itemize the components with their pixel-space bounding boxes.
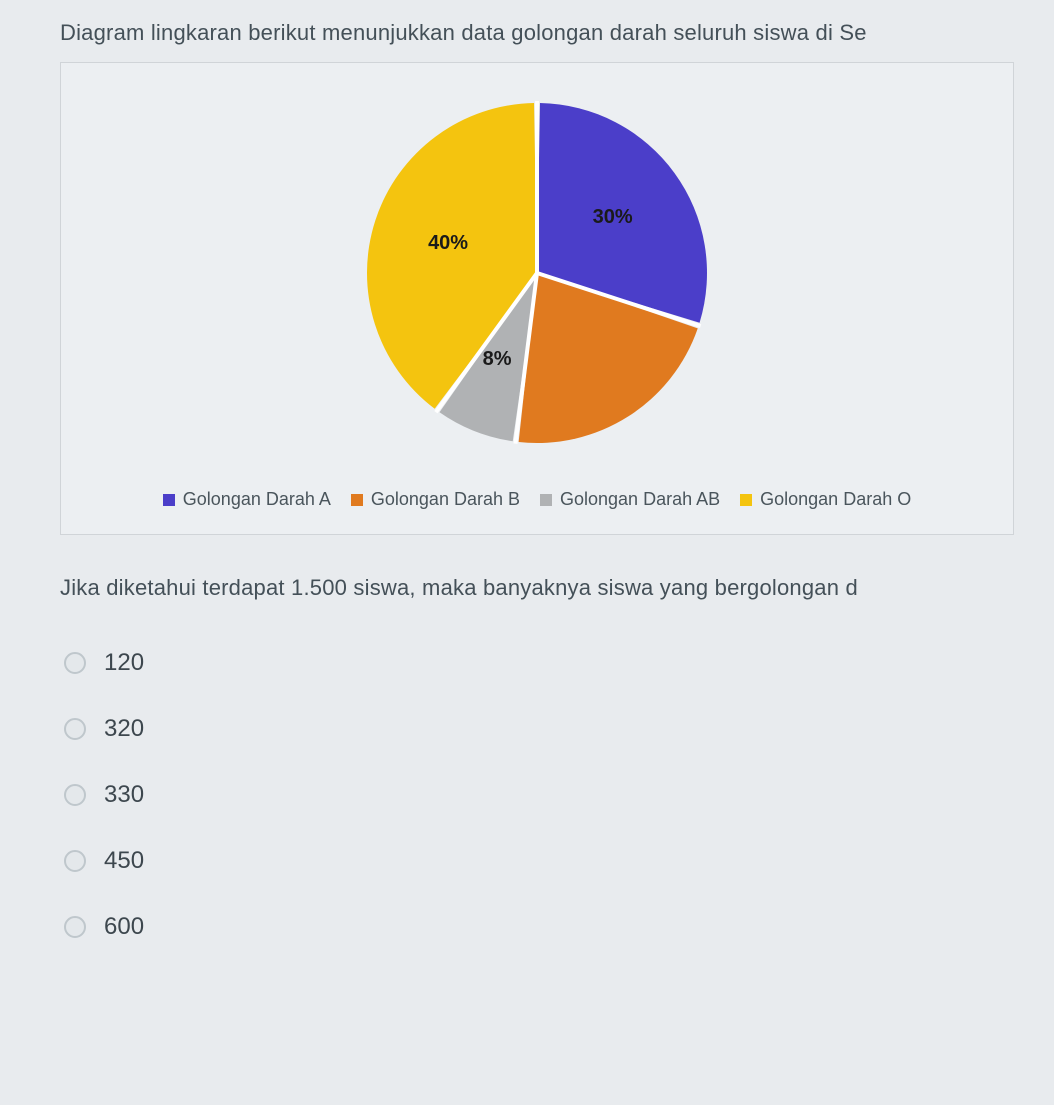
legend-label-O: Golongan Darah O	[760, 489, 911, 510]
legend-item-AB: Golongan Darah AB	[540, 489, 720, 510]
radio-icon[interactable]	[64, 718, 86, 740]
legend-swatch-A	[163, 494, 175, 506]
answer-option-1[interactable]: 320	[64, 715, 1014, 743]
answer-option-4[interactable]: 600	[64, 913, 1014, 941]
answer-option-label: 120	[104, 649, 144, 677]
answer-option-label: 330	[104, 781, 144, 809]
question-text: Diagram lingkaran berikut menunjukkan da…	[60, 20, 1014, 46]
legend-swatch-O	[740, 494, 752, 506]
answer-options: 120 320 330 450 600	[64, 649, 1014, 941]
pie-label-O: 40%	[428, 232, 468, 255]
legend-item-O: Golongan Darah O	[740, 489, 911, 510]
pie-label-A: 30%	[593, 206, 633, 229]
legend-swatch-B	[351, 494, 363, 506]
pie-chart: 30% 8% 40%	[357, 93, 717, 453]
legend-item-A: Golongan Darah A	[163, 489, 331, 510]
legend-label-A: Golongan Darah A	[183, 489, 331, 510]
answer-option-3[interactable]: 450	[64, 847, 1014, 875]
legend-label-AB: Golongan Darah AB	[560, 489, 720, 510]
answer-option-0[interactable]: 120	[64, 649, 1014, 677]
pie-label-AB: 8%	[483, 348, 512, 371]
pie-wrap: 30% 8% 40%	[81, 93, 993, 453]
answer-option-label: 450	[104, 847, 144, 875]
legend-item-B: Golongan Darah B	[351, 489, 520, 510]
chart-legend: Golongan Darah A Golongan Darah B Golongan…	[81, 489, 993, 510]
answer-option-2[interactable]: 330	[64, 781, 1014, 809]
question-page: Diagram lingkaran berikut menunjukkan da…	[0, 0, 1054, 1105]
subquestion-text: Jika diketahui terdapat 1.500 siswa, mak…	[60, 575, 1014, 601]
legend-label-B: Golongan Darah B	[371, 489, 520, 510]
radio-icon[interactable]	[64, 652, 86, 674]
legend-swatch-AB	[540, 494, 552, 506]
radio-icon[interactable]	[64, 916, 86, 938]
chart-card: 30%8%40% Golongan Darah AGolongan Darah …	[60, 62, 1014, 535]
answer-option-label: 600	[104, 913, 144, 941]
radio-icon[interactable]	[64, 850, 86, 872]
answer-option-label: 320	[104, 715, 144, 743]
radio-icon[interactable]	[64, 784, 86, 806]
